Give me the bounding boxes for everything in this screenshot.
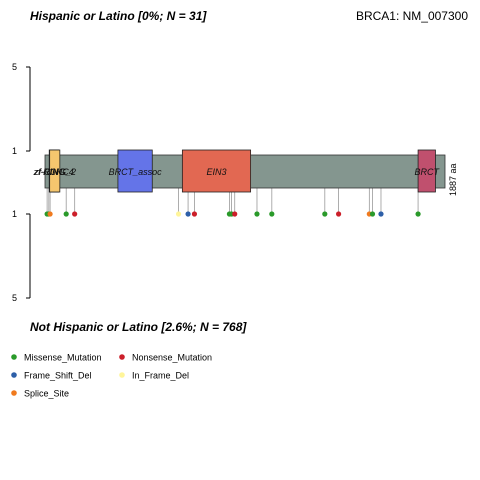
mutation-point: [63, 211, 69, 217]
domain-ein3: [181, 149, 252, 193]
domain-label-zf-ring-2: zf-RING_2: [32, 167, 76, 177]
legend-swatch: [119, 372, 125, 378]
y-axis-bottom: 1 5: [12, 209, 31, 303]
legend-label: Missense_Mutation: [24, 353, 102, 363]
mutation-point: [378, 211, 384, 217]
mutation-legend: Missense_Mutation Nonsense_Mutation Frame_…: [11, 353, 212, 399]
mutation-point: [191, 211, 198, 217]
domain-label-brct: BRCT: [415, 167, 441, 177]
y-tick-bottom-1: 1: [12, 209, 17, 219]
y-tick-top-1: 1: [12, 146, 17, 156]
mutations-bottom: [44, 188, 421, 217]
gene-transcript-label: BRCA1: NM_007300: [356, 9, 468, 23]
mutation-point: [369, 211, 376, 217]
mutation-point: [254, 211, 260, 217]
mutation-point: [335, 211, 342, 217]
domain-label-ring: RING: [43, 167, 66, 177]
mutation-point: [185, 211, 191, 217]
mutation-point: [415, 211, 421, 217]
domain-label-zf-c3hc4: zf-C3HC4: [33, 167, 74, 177]
mutation-point: [72, 211, 78, 217]
mutation-point: [269, 211, 275, 217]
top-cohort-title: Hispanic or Latino [0%; N = 31]: [30, 9, 207, 23]
mutation-point: [47, 211, 53, 217]
legend-label: Frame_Shift_Del: [24, 371, 92, 381]
mutation-point: [232, 211, 238, 217]
domain-brct-assoc: [117, 149, 153, 193]
legend-label: Nonsense_Mutation: [132, 353, 212, 363]
legend-swatch: [11, 372, 17, 378]
y-tick-bottom-5: 5: [12, 293, 17, 303]
y-tick-top-5: 5: [12, 62, 17, 72]
domain-label-ein3: EIN3: [206, 167, 226, 177]
mutation-point: [175, 211, 182, 217]
legend-label: In_Frame_Del: [132, 371, 189, 381]
domain-brct: [417, 149, 436, 193]
protein-length-label: 1887 aa: [448, 163, 458, 196]
mutation-point: [322, 211, 328, 217]
domain-label-brct-assoc: BRCT_assoc: [109, 167, 163, 177]
legend-swatch: [11, 354, 17, 360]
y-axis-top: 5 1: [12, 62, 31, 156]
bottom-cohort-title: Not Hispanic or Latino [2.6%; N = 768]: [30, 320, 247, 334]
legend-label: Splice_Site: [24, 389, 69, 399]
legend-swatch: [11, 390, 17, 396]
legend-swatch: [119, 354, 125, 360]
domain-zf-ring-2: [49, 149, 61, 193]
